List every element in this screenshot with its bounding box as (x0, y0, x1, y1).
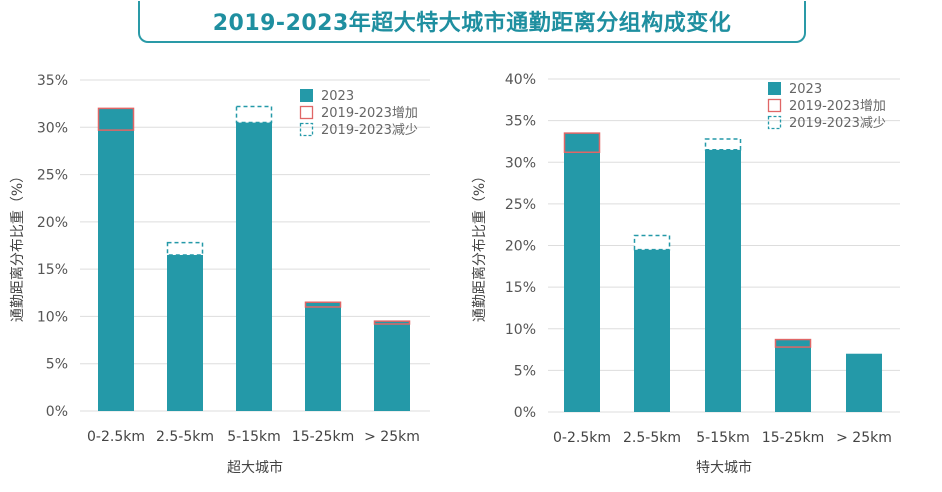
bar-2023-right (705, 149, 741, 412)
bar-increase-left (304, 301, 342, 308)
bar-decrease-left (235, 105, 273, 124)
bar-2023-left (305, 302, 341, 411)
y-tick-label: 10% (505, 322, 536, 338)
x-axis-label: 特大城市 (696, 459, 752, 476)
y-tick-label: 0% (46, 404, 68, 420)
x-tick-label: 2.5-5km (623, 430, 681, 446)
bar-increase-left (373, 320, 411, 325)
legend-swatch-2023 (300, 89, 313, 102)
bar-2023-left (374, 321, 410, 411)
y-tick-label: 15% (505, 280, 536, 296)
y-tick-label: 30% (505, 155, 536, 171)
y-tick-label: 0% (514, 405, 536, 421)
y-tick-label: 5% (514, 363, 536, 379)
x-axis-label: 超大城市 (227, 459, 283, 476)
x-tick-label: 5-15km (227, 429, 281, 445)
y-tick-label: 15% (37, 262, 68, 278)
y-tick-label: 40% (505, 72, 536, 88)
bar-2023-left (167, 254, 203, 411)
chart-title: 2019-2023年超大特大城市通勤距离分组构成变化 (212, 11, 732, 36)
legend-swatch-2023 (768, 82, 781, 95)
legend-label-increase: 2019-2023增加 (789, 99, 886, 114)
x-tick-label: > 25km (836, 430, 892, 446)
x-tick-label: 5-15km (696, 430, 750, 446)
y-tick-label: 20% (37, 215, 68, 231)
y-tick-label: 5% (46, 357, 68, 373)
y-tick-label: 10% (37, 309, 68, 325)
x-tick-label: 2.5-5km (156, 429, 214, 445)
bar-decrease-left (166, 241, 204, 256)
bar-2023-right (564, 133, 600, 413)
legend-swatch-increase (767, 98, 782, 113)
y-tick-label: 35% (37, 73, 68, 89)
bar-increase-right (774, 338, 812, 348)
y-tick-label: 25% (37, 168, 68, 184)
legend-label-decrease: 2019-2023减少 (321, 123, 418, 138)
y-axis-label: 通勤距离分布比重（%） (471, 169, 488, 322)
title-box: 2019-2023年超大特大城市通勤距离分组构成变化 (138, 1, 806, 43)
bar-increase-right (563, 132, 601, 154)
bar-2023-right (634, 249, 670, 412)
bar-2023-right (846, 353, 882, 412)
bar-decrease-right (704, 138, 742, 151)
x-tick-label: 15-25km (762, 430, 824, 446)
y-tick-label: 35% (505, 114, 536, 130)
y-tick-label: 30% (37, 120, 68, 136)
legend-label-increase: 2019-2023增加 (321, 106, 418, 121)
x-tick-label: 0-2.5km (87, 429, 145, 445)
bar-decrease-right (633, 234, 671, 251)
legend-swatch-decrease (767, 115, 782, 130)
legend-swatch-decrease (299, 122, 314, 137)
bar-2023-left (236, 122, 272, 412)
bar-2023-left (98, 108, 134, 411)
bar-2023-right (775, 339, 811, 412)
legend-label-decrease: 2019-2023减少 (789, 116, 886, 131)
y-tick-label: 25% (505, 197, 536, 213)
bar-increase-left (97, 107, 135, 131)
legend-label-2023: 2023 (789, 82, 822, 97)
x-tick-label: > 25km (364, 429, 420, 445)
y-tick-label: 20% (505, 239, 536, 255)
legend-label-2023: 2023 (321, 89, 354, 104)
x-tick-label: 0-2.5km (553, 430, 611, 446)
legend-swatch-increase (299, 105, 314, 120)
x-tick-label: 15-25km (292, 429, 354, 445)
y-axis-label: 通勤距离分布比重（%） (9, 169, 26, 322)
